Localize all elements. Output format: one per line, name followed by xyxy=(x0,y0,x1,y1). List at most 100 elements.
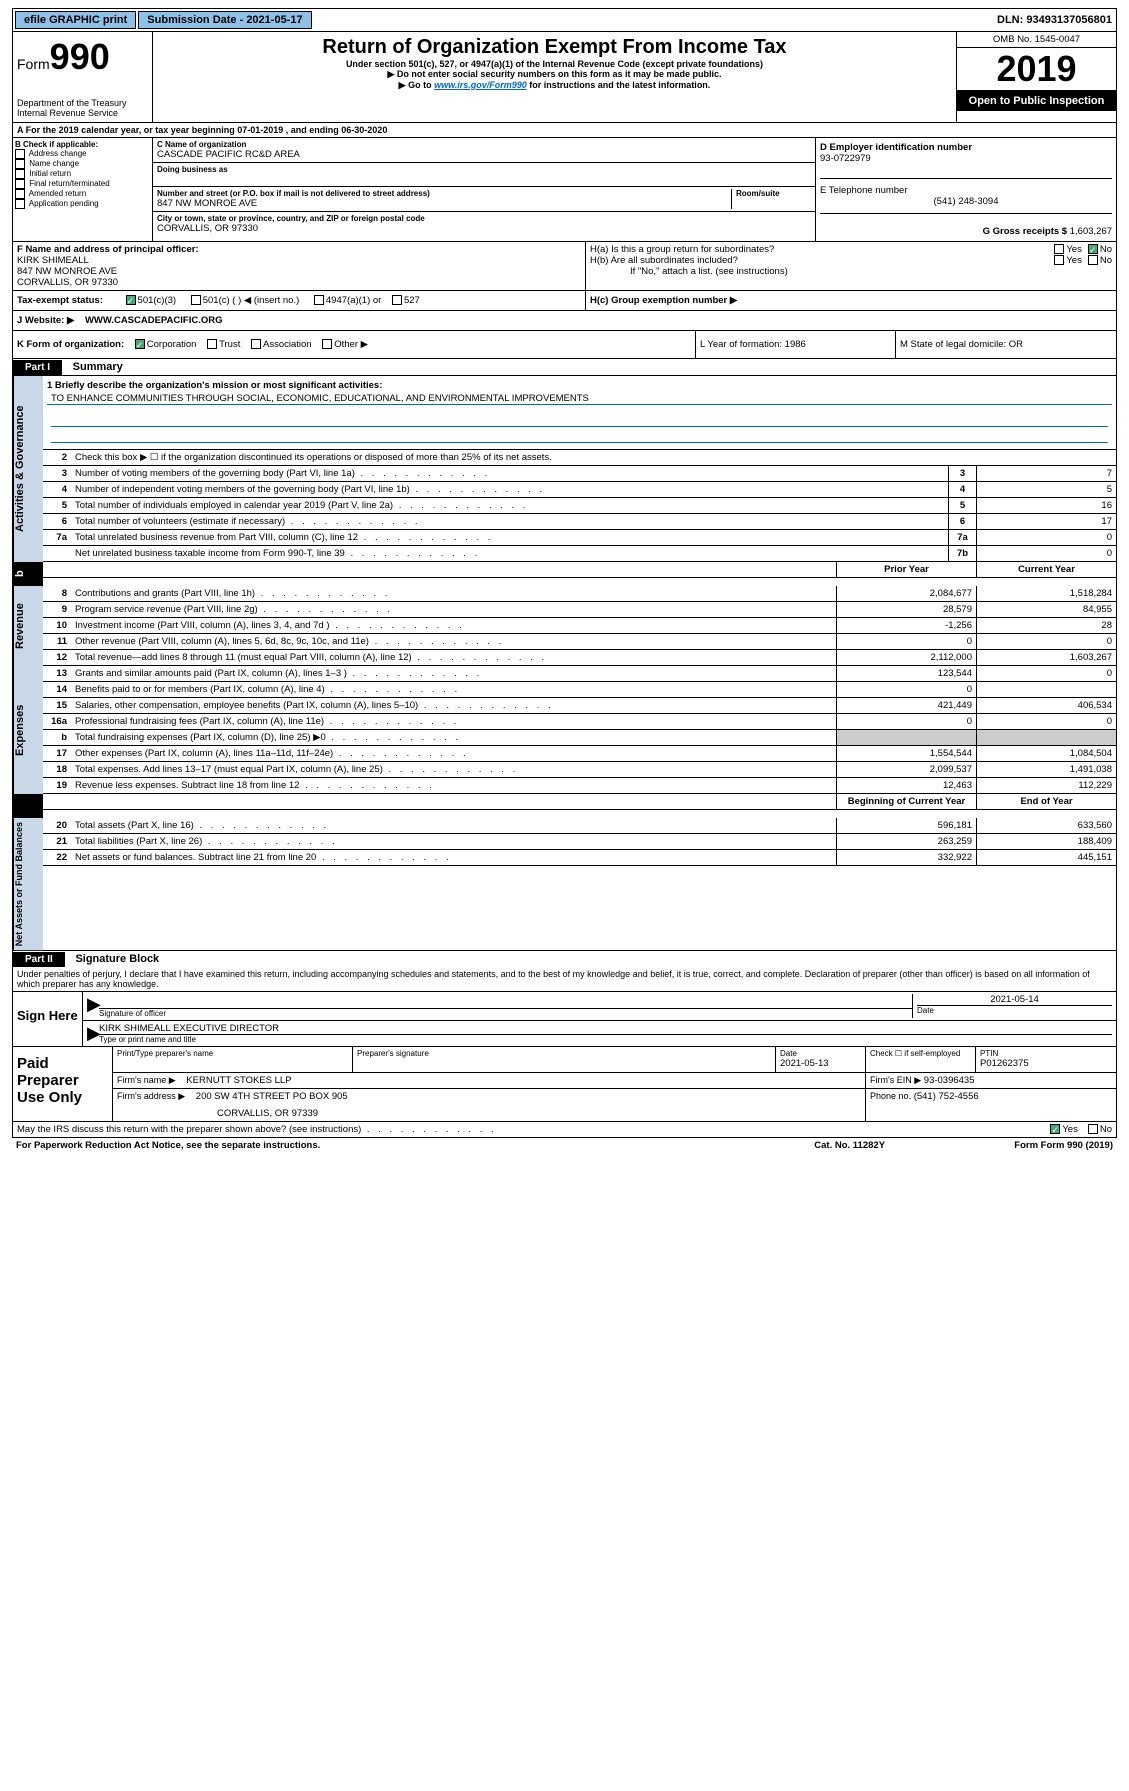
top-bar: efile GRAPHIC print Submission Date - 20… xyxy=(12,8,1117,32)
discuss-no-checkbox[interactable] xyxy=(1088,1124,1098,1134)
dba-label: Doing business as xyxy=(157,165,811,174)
4947-checkbox[interactable] xyxy=(314,295,324,305)
yes-label: Yes xyxy=(1062,1124,1078,1135)
efile-button[interactable]: efile GRAPHIC print xyxy=(15,11,136,29)
no-label: No xyxy=(1100,244,1112,255)
line2-text: Check this box ▶ ☐ if the organization d… xyxy=(71,450,1116,465)
sign-date: 2021-05-14 xyxy=(917,994,1112,1005)
part-ii-header: Part II xyxy=(13,952,65,967)
officer-name-title: KIRK SHIMEALL EXECUTIVE DIRECTOR xyxy=(99,1023,1112,1035)
addr-label: Number and street (or P.O. box if mail i… xyxy=(157,189,731,198)
omb-number: OMB No. 1545-0047 xyxy=(957,32,1116,48)
goto-pre: ▶ Go to xyxy=(399,80,434,90)
trust-checkbox[interactable] xyxy=(207,339,217,349)
no-label: No xyxy=(1100,255,1112,266)
501c-checkbox[interactable] xyxy=(191,295,201,305)
row-f-h: F Name and address of principal officer:… xyxy=(12,242,1117,291)
submission-date: Submission Date - 2021-05-17 xyxy=(138,11,311,29)
subtitle-3: ▶ Go to www.irs.gov/Form990 for instruct… xyxy=(157,80,952,91)
summary-line: 5Total number of individuals employed in… xyxy=(43,498,1116,514)
sign-date-label: Date xyxy=(917,1005,1112,1015)
section-b-checkbox[interactable] xyxy=(15,169,25,179)
firm-ein: 93-0396435 xyxy=(924,1075,975,1086)
hb-note: If "No," attach a list. (see instruction… xyxy=(590,266,1112,277)
officer-name: KIRK SHIMEALL xyxy=(17,255,581,266)
ein-value: 93-0722979 xyxy=(820,153,1112,164)
vtab-expenses: Expenses xyxy=(13,666,43,794)
footer-bottom: For Paperwork Reduction Act Notice, see … xyxy=(12,1138,1117,1153)
sign-block: Sign Here ▶ Signature of officer 2021-05… xyxy=(12,992,1117,1047)
firm-name: KERNUTT STOKES LLP xyxy=(186,1075,291,1086)
open-public-badge: Open to Public Inspection xyxy=(957,91,1116,111)
dln-label: DLN: 93493137056801 xyxy=(997,14,1116,26)
501c3-checkbox[interactable] xyxy=(126,295,136,305)
discuss-yes-checkbox[interactable] xyxy=(1050,1124,1060,1134)
part-i-title: Summary xyxy=(65,359,131,375)
pra-notice: For Paperwork Reduction Act Notice, see … xyxy=(16,1140,814,1151)
summary-line: 15Salaries, other compensation, employee… xyxy=(43,698,1116,714)
gross-receipts-value: 1,603,267 xyxy=(1070,226,1112,237)
other-checkbox[interactable] xyxy=(322,339,332,349)
section-b-item: Initial return xyxy=(15,169,150,179)
firm-addr-label: Firm's address ▶ xyxy=(117,1091,185,1101)
section-b-item: Final return/terminated xyxy=(15,179,150,189)
ha-no-checkbox[interactable] xyxy=(1088,244,1098,254)
section-b-item: Application pending xyxy=(15,199,150,209)
yes-label: Yes xyxy=(1066,255,1082,266)
form-word: Form xyxy=(17,56,50,72)
firm-name-label: Firm's name ▶ xyxy=(117,1075,176,1085)
firm-addr: 200 SW 4TH STREET PO BOX 905 xyxy=(196,1091,348,1102)
irs-link[interactable]: www.irs.gov/Form990 xyxy=(434,80,527,90)
tax-exempt-label: Tax-exempt status: xyxy=(17,295,103,306)
hb-no-checkbox[interactable] xyxy=(1088,255,1098,265)
hb-yes-checkbox[interactable] xyxy=(1054,255,1064,265)
row-i-hc: Tax-exempt status: 501(c)(3) 501(c) ( ) … xyxy=(12,291,1117,311)
row-a-tax-year: A For the 2019 calendar year, or tax yea… xyxy=(12,123,1117,138)
summary-line: 17Other expenses (Part IX, column (A), l… xyxy=(43,746,1116,762)
section-b-checkbox[interactable] xyxy=(15,179,25,189)
section-b-checkbox[interactable] xyxy=(15,199,25,209)
city-label: City or town, state or province, country… xyxy=(157,214,811,223)
summary-line: 19Revenue less expenses. Subtract line 1… xyxy=(43,778,1116,794)
org-name: CASCADE PACIFIC RC&D AREA xyxy=(157,149,811,160)
corp-checkbox[interactable] xyxy=(135,339,145,349)
sign-here-label: Sign Here xyxy=(13,992,83,1046)
firm-phone-label: Phone no. xyxy=(870,1091,911,1101)
ha-yes-checkbox[interactable] xyxy=(1054,244,1064,254)
mission-blank-line xyxy=(51,429,1108,443)
state-domicile: M State of legal domicile: OR xyxy=(896,331,1116,358)
begin-year-header: Beginning of Current Year xyxy=(836,794,976,809)
summary-line: 16aProfessional fundraising fees (Part I… xyxy=(43,714,1116,730)
hb-label: H(b) Are all subordinates included? xyxy=(590,255,1054,266)
firm-addr-2: CORVALLIS, OR 97339 xyxy=(217,1108,861,1119)
opt-501c3: 501(c)(3) xyxy=(138,295,177,306)
ein-label: D Employer identification number xyxy=(820,142,1112,153)
opt-527: 527 xyxy=(404,295,420,306)
mission-text: TO ENHANCE COMMUNITIES THROUGH SOCIAL, E… xyxy=(47,393,1112,405)
website-value: WWW.CASCADEPACIFIC.ORG xyxy=(85,315,223,326)
paid-preparer-label: Paid Preparer Use Only xyxy=(13,1047,113,1121)
goto-post: for instructions and the latest informat… xyxy=(527,80,711,90)
row-j-website: J Website: ▶ WWW.CASCADEPACIFIC.ORG xyxy=(12,311,1117,331)
section-b-checkbox[interactable] xyxy=(15,149,25,159)
summary-line: 8Contributions and grants (Part VIII, li… xyxy=(43,586,1116,602)
section-b-checkbox[interactable] xyxy=(15,189,25,199)
opt-other: Other ▶ xyxy=(334,339,368,350)
room-label: Room/suite xyxy=(736,189,811,198)
assoc-checkbox[interactable] xyxy=(251,339,261,349)
section-b-checkbox[interactable] xyxy=(15,159,25,169)
opt-4947: 4947(a)(1) or xyxy=(326,295,381,306)
penalties-text: Under penalties of perjury, I declare th… xyxy=(12,967,1117,992)
section-b-item: Amended return xyxy=(15,189,150,199)
summary-line: 10Investment income (Part VIII, column (… xyxy=(43,618,1116,634)
vtab-spacer xyxy=(13,794,43,818)
form-version: Form Form 990 (2019) xyxy=(1014,1140,1113,1151)
summary-line: 20Total assets (Part X, line 16)596,1816… xyxy=(43,818,1116,834)
summary-line: 9Program service revenue (Part VIII, lin… xyxy=(43,602,1116,618)
vtab-revenue: Revenue xyxy=(13,586,43,666)
sign-arrow-icon: ▶ xyxy=(87,1023,99,1044)
summary-line: 14Benefits paid to or for members (Part … xyxy=(43,682,1116,698)
527-checkbox[interactable] xyxy=(392,295,402,305)
opt-501c: 501(c) ( ) ◀ (insert no.) xyxy=(203,295,300,306)
form-number: Form990 xyxy=(17,36,148,78)
